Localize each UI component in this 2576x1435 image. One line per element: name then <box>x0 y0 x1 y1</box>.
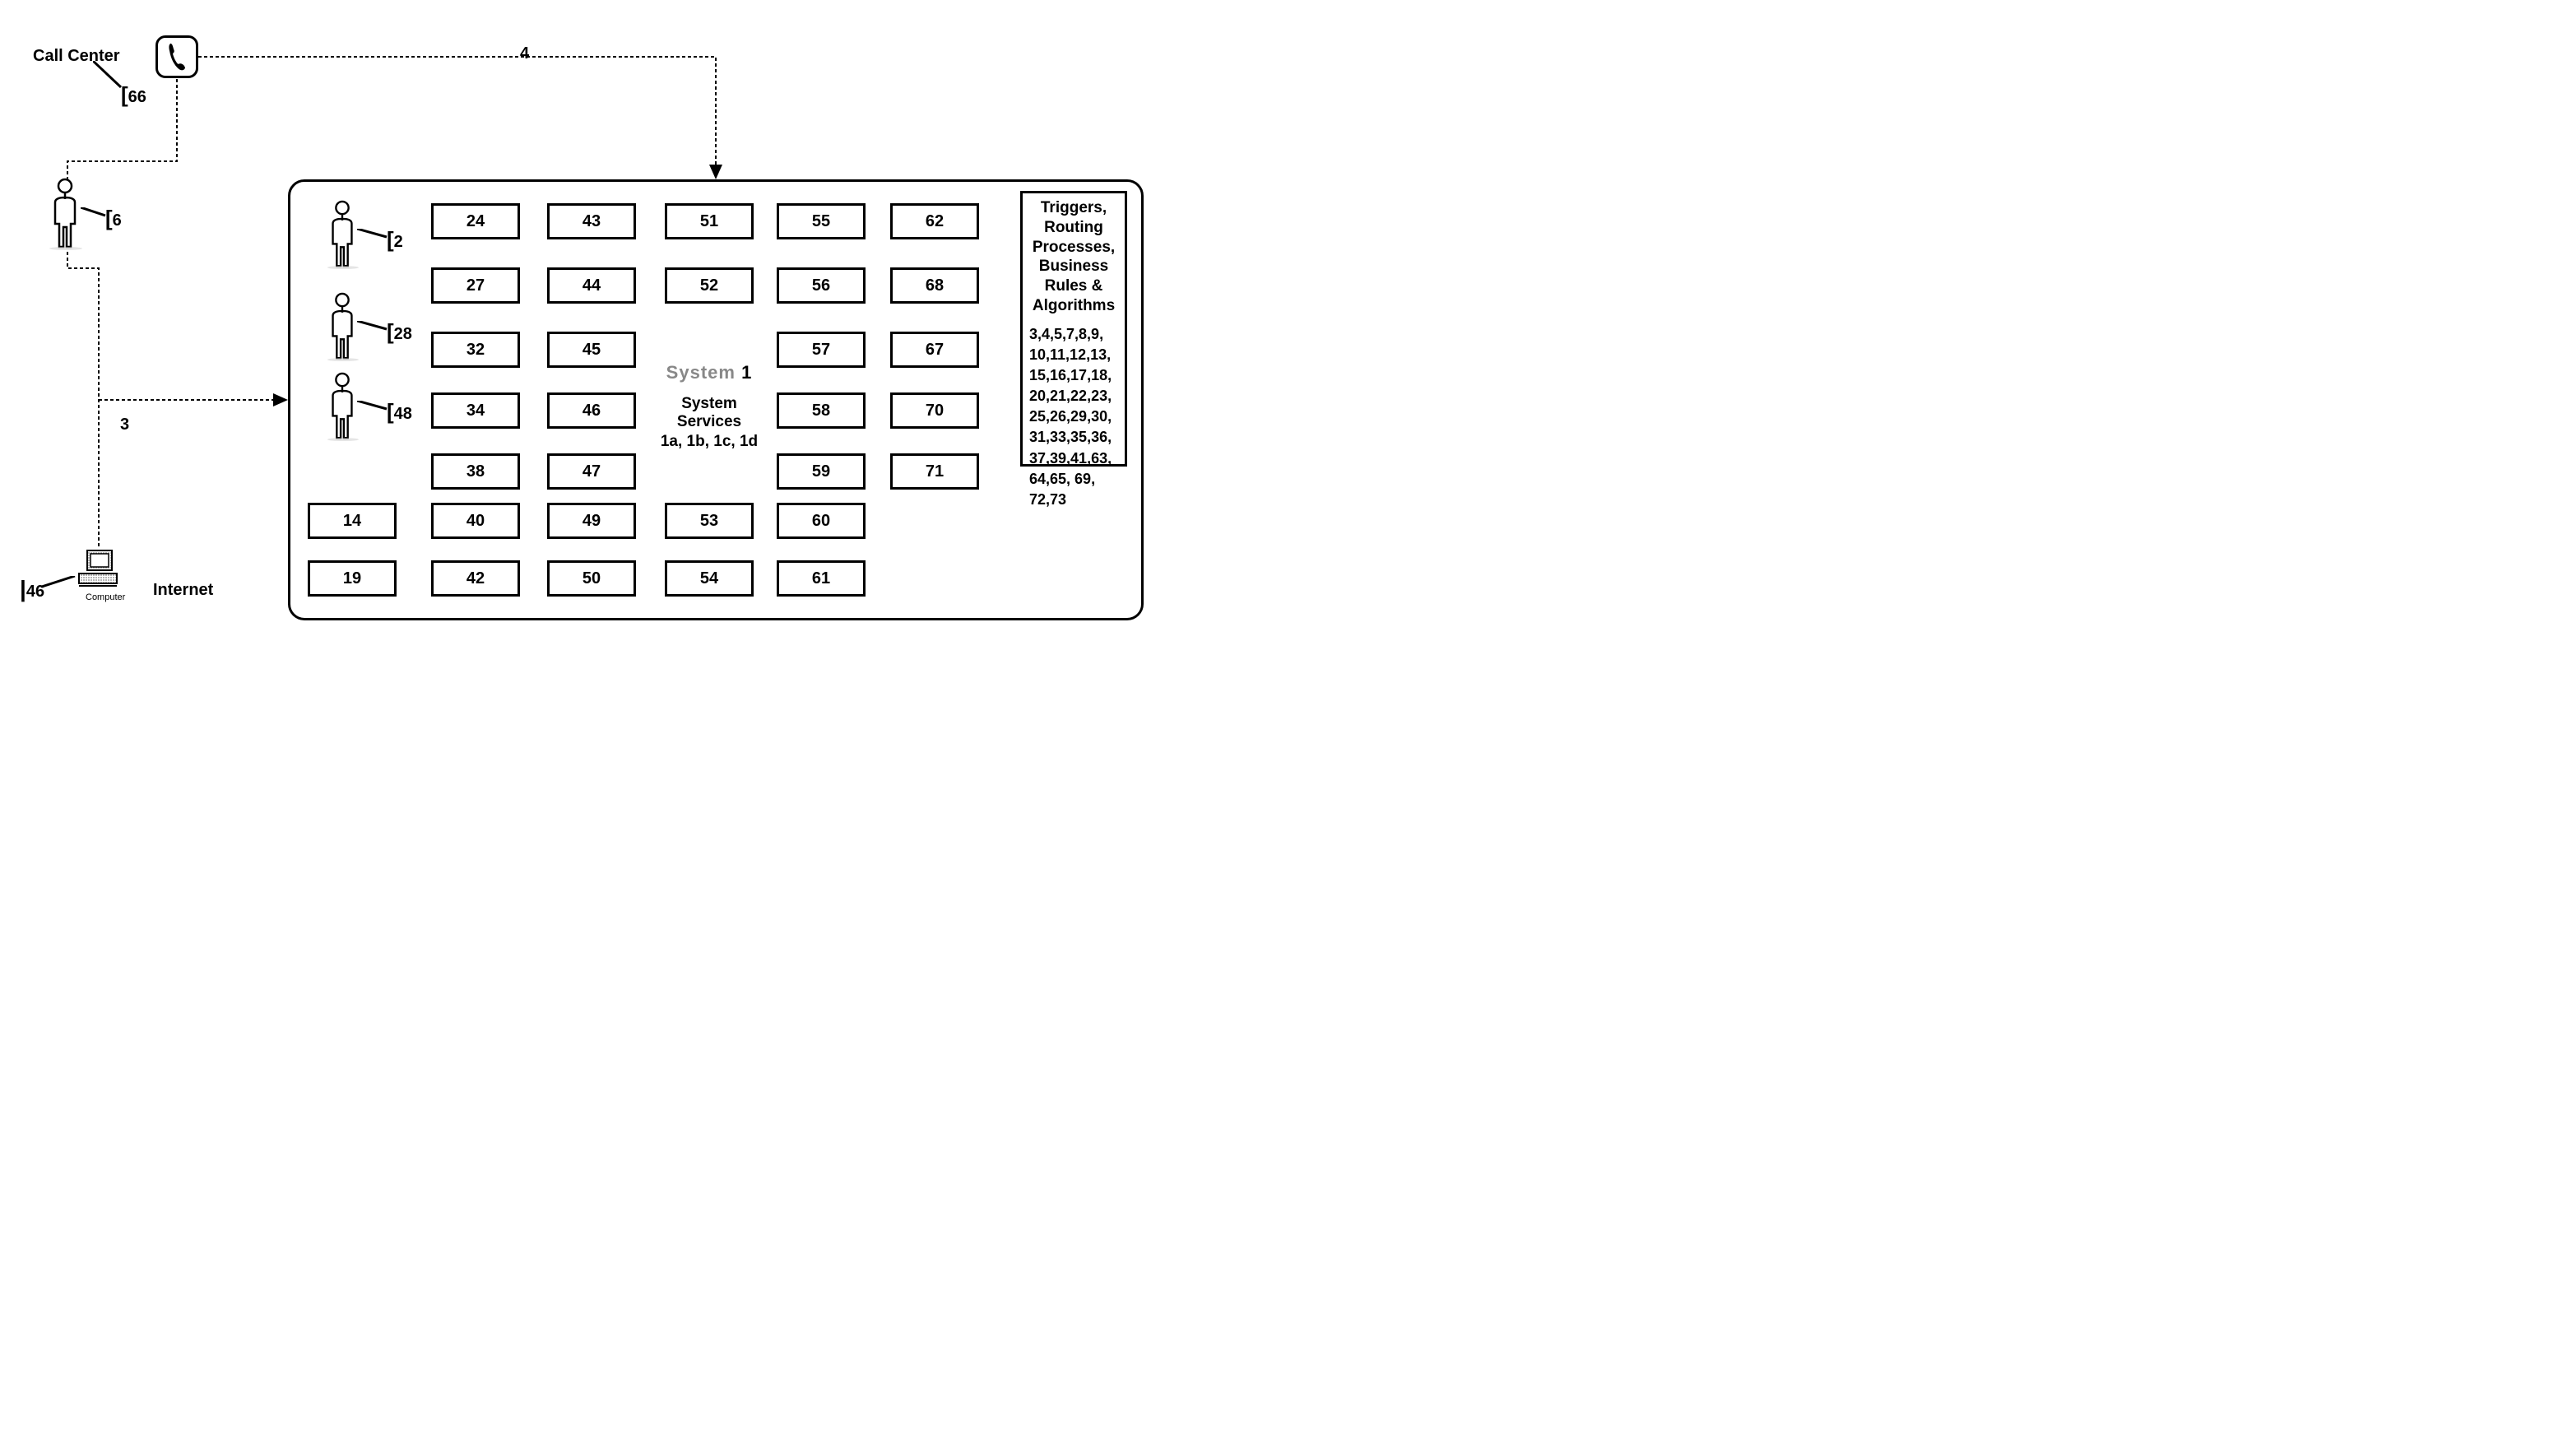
box-70: 70 <box>890 392 979 429</box>
box-38: 38 <box>431 453 520 490</box>
box-59: 59 <box>777 453 866 490</box>
ref-66: [66 <box>121 82 146 108</box>
box-42: 42 <box>431 560 520 597</box>
ref-line-46 <box>42 576 78 588</box>
box-53: 53 <box>665 503 754 539</box>
box-57: 57 <box>777 332 866 368</box>
ref-48: [48 <box>387 399 412 425</box>
ref-4: 4 <box>520 44 529 63</box>
box-49: 49 <box>547 503 636 539</box>
box-71: 71 <box>890 453 979 490</box>
box-55: 55 <box>777 203 866 239</box>
ref-line-48 <box>357 401 390 412</box>
box-34: 34 <box>431 392 520 429</box>
ref-line-2 <box>357 229 390 240</box>
system-services-sub: 1a, 1b, 1c, 1d <box>652 433 767 451</box>
person-internal-2 <box>323 292 362 365</box>
box-46: 46 <box>547 392 636 429</box>
triggers-list: 3,4,5,7,8,9,10,11,12,13,15,16,17,18,20,2… <box>1029 324 1118 511</box>
ref-3: 3 <box>120 416 129 434</box>
system-title: System 1 <box>652 362 767 383</box>
box-47: 47 <box>547 453 636 490</box>
box-27: 27 <box>431 267 520 304</box>
box-32: 32 <box>431 332 520 368</box>
phone-icon-box <box>155 35 198 78</box>
box-24: 24 <box>431 203 520 239</box>
box-44: 44 <box>547 267 636 304</box>
ref-2: [2 <box>387 227 403 253</box>
computer-icon <box>76 547 121 597</box>
system-services-label: System Services <box>652 395 767 431</box>
box-40: 40 <box>431 503 520 539</box>
triggers-box: Triggers,RoutingProcesses,BusinessRules … <box>1020 191 1127 467</box>
box-43: 43 <box>547 203 636 239</box>
box-45: 45 <box>547 332 636 368</box>
box-68: 68 <box>890 267 979 304</box>
ref-46: |46 <box>20 576 44 602</box>
box-61: 61 <box>777 560 866 597</box>
box-62: 62 <box>890 203 979 239</box>
person-internal-1 <box>323 200 362 273</box>
box-51: 51 <box>665 203 754 239</box>
computer-label: Computer <box>86 592 125 602</box>
box-58: 58 <box>777 392 866 429</box>
internet-label: Internet <box>153 581 213 600</box>
ref-6: [6 <box>105 206 122 231</box>
box-50: 50 <box>547 560 636 597</box>
person-external <box>44 178 86 254</box>
phone-icon <box>165 41 189 72</box>
box-14: 14 <box>308 503 397 539</box>
ref-line-28 <box>357 321 390 332</box>
diagram-canvas: Call Center [66 [6 4 3 <box>0 0 1209 673</box>
box-19: 19 <box>308 560 397 597</box>
box-67: 67 <box>890 332 979 368</box>
person-internal-3 <box>323 372 362 445</box>
box-54: 54 <box>665 560 754 597</box>
box-52: 52 <box>665 267 754 304</box>
ref-line-6 <box>81 207 109 219</box>
box-56: 56 <box>777 267 866 304</box>
triggers-title: Triggers,RoutingProcesses,BusinessRules … <box>1029 198 1118 316</box>
system-center-text: System 1 System Services 1a, 1b, 1c, 1d <box>652 362 767 451</box>
ref-28: [28 <box>387 319 412 345</box>
box-60: 60 <box>777 503 866 539</box>
